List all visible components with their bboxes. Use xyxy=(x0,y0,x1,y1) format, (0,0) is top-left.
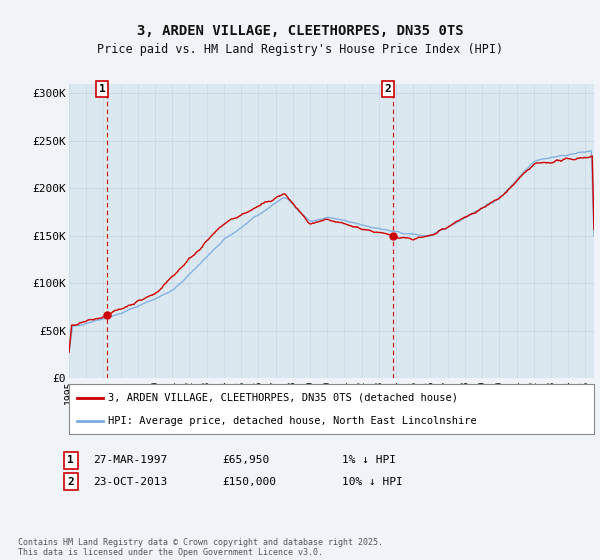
Text: 3, ARDEN VILLAGE, CLEETHORPES, DN35 0TS: 3, ARDEN VILLAGE, CLEETHORPES, DN35 0TS xyxy=(137,24,463,38)
Text: 2: 2 xyxy=(67,477,74,487)
Text: 1% ↓ HPI: 1% ↓ HPI xyxy=(342,455,396,465)
Text: 1: 1 xyxy=(67,455,74,465)
Text: 23-OCT-2013: 23-OCT-2013 xyxy=(93,477,167,487)
Text: Contains HM Land Registry data © Crown copyright and database right 2025.
This d: Contains HM Land Registry data © Crown c… xyxy=(18,538,383,557)
Text: 3, ARDEN VILLAGE, CLEETHORPES, DN35 0TS (detached house): 3, ARDEN VILLAGE, CLEETHORPES, DN35 0TS … xyxy=(109,393,458,403)
Text: 10% ↓ HPI: 10% ↓ HPI xyxy=(342,477,403,487)
Text: 27-MAR-1997: 27-MAR-1997 xyxy=(93,455,167,465)
Text: £150,000: £150,000 xyxy=(222,477,276,487)
Text: 1: 1 xyxy=(99,84,106,94)
Text: Price paid vs. HM Land Registry's House Price Index (HPI): Price paid vs. HM Land Registry's House … xyxy=(97,43,503,56)
Text: HPI: Average price, detached house, North East Lincolnshire: HPI: Average price, detached house, Nort… xyxy=(109,417,477,426)
Text: 2: 2 xyxy=(385,84,391,94)
Text: £65,950: £65,950 xyxy=(222,455,269,465)
